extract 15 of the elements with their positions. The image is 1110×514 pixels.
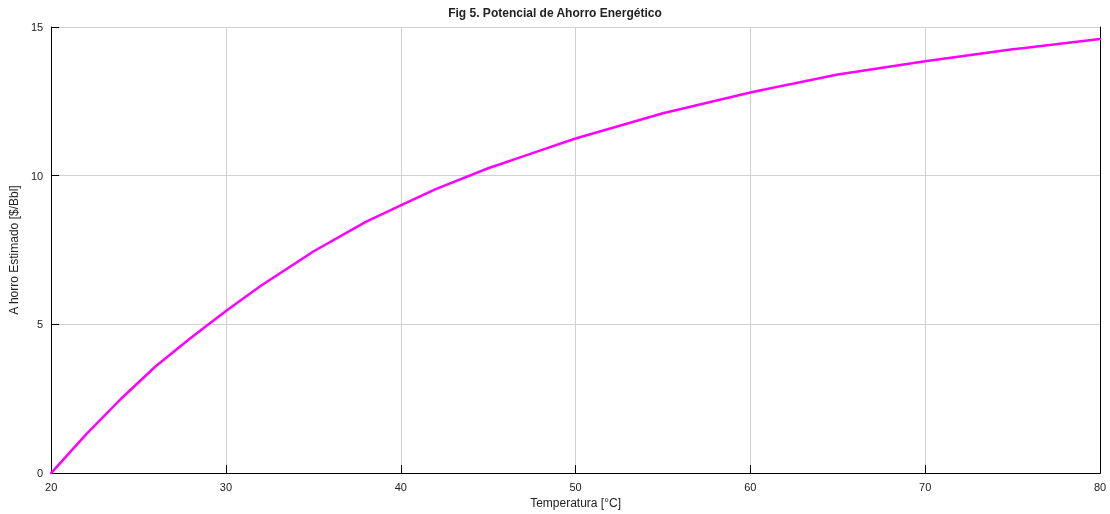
chart-title: Fig 5. Potencial de Ahorro Energético [448,6,662,20]
x-tick-label: 70 [919,480,932,493]
x-tick-label: 50 [569,480,582,493]
line-series [49,37,1102,475]
x-tick-label: 60 [744,480,757,493]
x-tick-label: 20 [45,480,58,493]
y-axis-title: A horro Estimado [$/Bbl] [7,185,21,315]
x-axis-title: Temperatura [°C] [530,496,621,510]
y-tick-label: 5 [37,318,44,331]
y-tick-label: 0 [37,467,44,480]
x-tick-label: 40 [394,480,407,493]
x-tick-label: 30 [219,480,233,493]
x-tick-label: 80 [1093,480,1107,493]
y-tick-label: 15 [30,21,44,33]
y-tick-label: 10 [30,169,44,182]
